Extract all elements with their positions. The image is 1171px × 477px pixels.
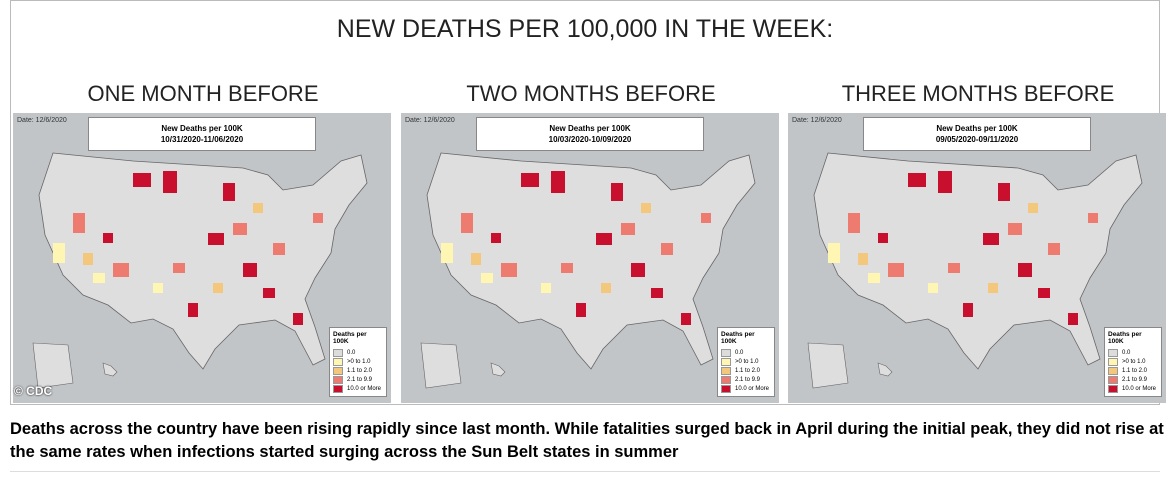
map-box-title: New Deaths per 100K [161, 124, 243, 133]
map-title-box: New Deaths per 100K 10/31/2020-11/06/2020 [88, 117, 316, 151]
legend-swatch [333, 375, 343, 384]
legend-item: 10.0 or More [1108, 384, 1158, 393]
legend-item: 1.1 to 2.0 [1108, 366, 1158, 375]
legend-item: 1.1 to 2.0 [333, 366, 383, 375]
map-date: Date: 12/6/2020 [792, 117, 842, 124]
legend-item: 1.1 to 2.0 [721, 366, 771, 375]
legend-item: 10.0 or More [333, 384, 383, 393]
legend-swatch [333, 384, 343, 393]
legend: Deaths per 100K 0.0 >0 to 1.0 1.1 to 2.0 2.1… [1104, 327, 1162, 397]
map-panel: Date: 12/6/2020 New Deaths per 100K 09/05/… [788, 113, 1166, 403]
us-map [32, 152, 368, 389]
map-title-box: New Deaths per 100K 10/03/2020-10/09/2020 [476, 117, 704, 151]
map-panel: Date: 12/6/2020 New Deaths per 100K 10/31/… [13, 113, 391, 403]
legend-swatch [721, 348, 731, 357]
legend-title: Deaths per 100K [333, 331, 367, 345]
map-date: Date: 12/6/2020 [17, 117, 67, 124]
legend-swatch [1108, 357, 1118, 366]
legend-item: >0 to 1.0 [333, 357, 383, 366]
map-box-title: New Deaths per 100K [549, 124, 631, 133]
legend-swatch [333, 348, 343, 357]
legend-title: Deaths per 100K [1108, 331, 1142, 345]
legend-label: >0 to 1.0 [1122, 358, 1146, 365]
title: NEW DEATHS PER 100,000 IN THE WEEK: [336, 15, 834, 43]
legend-label: 1.1 to 2.0 [347, 367, 373, 374]
legend-label: 0.0 [735, 349, 744, 356]
legend-title: Deaths per 100K [721, 331, 755, 345]
legend-item: 2.1 to 9.9 [333, 375, 383, 384]
legend-item: 0.0 [1108, 348, 1158, 357]
map-box-title: New Deaths per 100K [936, 124, 1018, 133]
legend-label: 10.0 or More [1122, 385, 1157, 392]
legend: Deaths per 100K 0.0 >0 to 1.0 1.1 to 2.0 2.1… [717, 327, 775, 397]
map-panel: Date: 12/6/2020 New Deaths per 100K 10/03/… [401, 113, 779, 403]
legend-label: >0 to 1.0 [735, 358, 759, 365]
legend-swatch [1108, 348, 1118, 357]
legend-label: 1.1 to 2.0 [735, 367, 761, 374]
legend-item: 2.1 to 9.9 [721, 375, 771, 384]
legend-item: 0.0 [721, 348, 771, 357]
legend-label: 1.1 to 2.0 [1122, 367, 1148, 374]
legend-swatch [721, 375, 731, 384]
legend-swatch [1108, 375, 1118, 384]
map-label: THREE MONTHS BEFORE [841, 81, 1115, 106]
legend-swatch [721, 366, 731, 375]
map-label: TWO MONTHS BEFORE [466, 81, 716, 106]
map-range: 09/05/2020-09/11/2020 [935, 135, 1019, 144]
legend-swatch [333, 366, 343, 375]
legend-item: >0 to 1.0 [721, 357, 771, 366]
legend-label: 2.1 to 9.9 [347, 376, 373, 383]
credit: © CDC [14, 384, 53, 398]
map-range: 10/31/2020-11/06/2020 [160, 135, 244, 144]
us-map [420, 152, 756, 389]
legend: Deaths per 100K 0.0 >0 to 1.0 1.1 to 2.0 2.1… [329, 327, 387, 397]
legend-label: 2.1 to 9.9 [735, 376, 761, 383]
legend-label: 10.0 or More [735, 385, 770, 392]
legend-label: >0 to 1.0 [347, 358, 371, 365]
legend-swatch [721, 357, 731, 366]
legend-label: 0.0 [347, 349, 356, 356]
infographic: NEW DEATHS PER 100,000 IN THE WEEK: ONE … [10, 0, 1166, 405]
legend-label: 2.1 to 9.9 [1122, 376, 1148, 383]
map-title-box: New Deaths per 100K 09/05/2020-09/11/2020 [863, 117, 1091, 151]
legend-swatch [1108, 366, 1118, 375]
us-map [807, 152, 1143, 389]
legend-swatch [721, 384, 731, 393]
map-range: 10/03/2020-10/09/2020 [548, 135, 632, 144]
legend-swatch [333, 357, 343, 366]
legend-label: 0.0 [1122, 349, 1131, 356]
legend-item: 0.0 [333, 348, 383, 357]
divider [10, 471, 1160, 472]
map-label: ONE MONTH BEFORE [87, 81, 319, 106]
legend-label: 10.0 or More [347, 385, 382, 392]
map-date: Date: 12/6/2020 [405, 117, 455, 124]
legend-swatch [1108, 384, 1118, 393]
legend-item: 2.1 to 9.9 [1108, 375, 1158, 384]
legend-item: 10.0 or More [721, 384, 771, 393]
legend-item: >0 to 1.0 [1108, 357, 1158, 366]
caption: Deaths across the country have been risi… [10, 420, 1164, 461]
